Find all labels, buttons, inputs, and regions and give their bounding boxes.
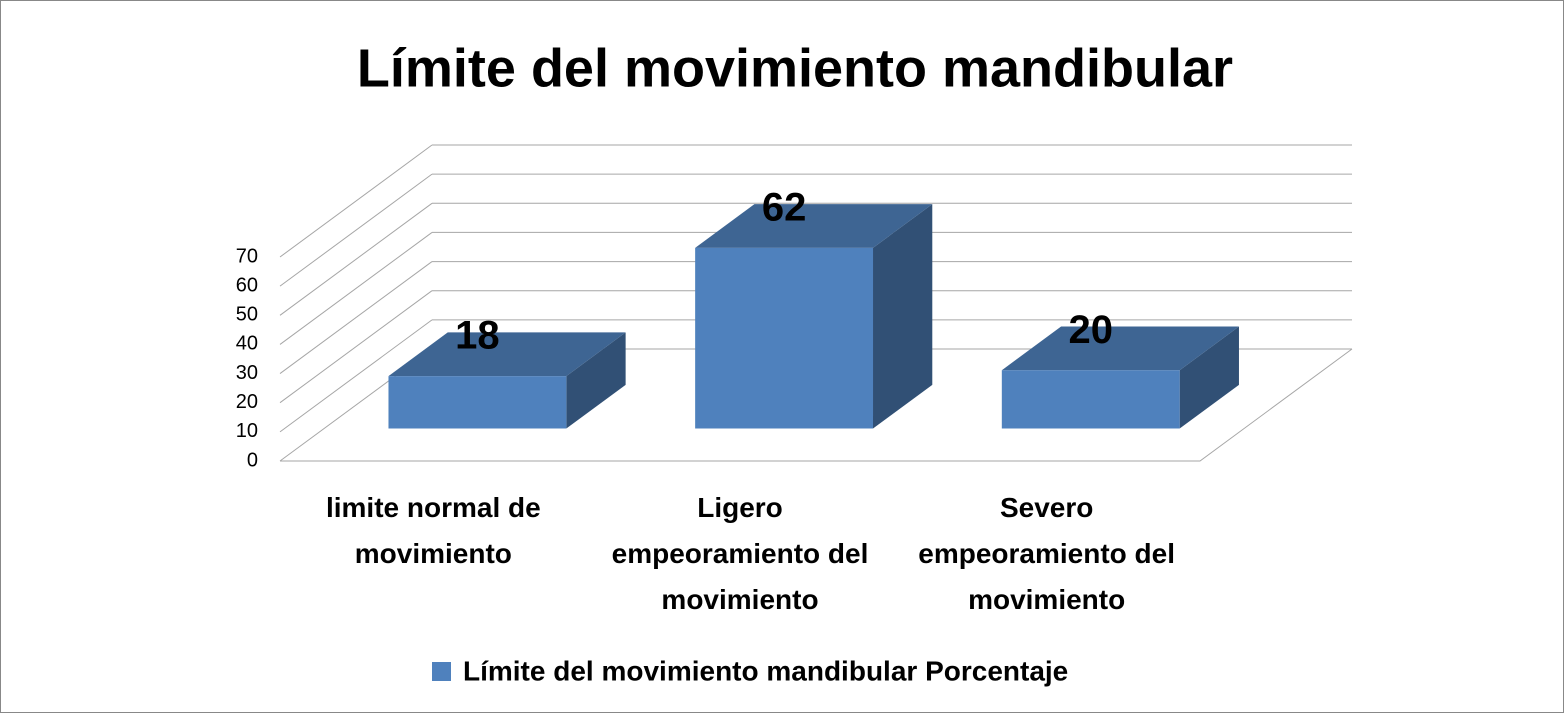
y-tick-label: 60 (236, 274, 258, 296)
y-tick-label: 40 (236, 333, 258, 355)
floor (280, 348, 1353, 462)
bar-side (566, 332, 626, 429)
chart-title: Límite del movimiento mandibular (357, 38, 1233, 98)
bar-top (695, 204, 933, 248)
y-tick-label: 0 (247, 449, 258, 471)
legend-swatch (432, 662, 451, 681)
bar (388, 332, 626, 429)
value-label: 18 (455, 314, 500, 358)
x-tick-label: Severo empeoramiento del movimiento (918, 492, 1176, 615)
bar-front (1001, 370, 1180, 429)
value-label: 20 (1068, 308, 1113, 352)
side-grid-line (279, 232, 433, 345)
y-tick-label: 50 (236, 304, 258, 326)
bar-front (388, 376, 567, 429)
bar-side (1179, 326, 1239, 429)
side-grid-line (279, 290, 433, 404)
value-label: 62 (762, 185, 807, 229)
side-grid-line (279, 319, 433, 433)
bar-top (388, 332, 626, 377)
side-grid-line (279, 202, 433, 316)
side-grid-line (279, 144, 433, 258)
y-tick-label: 30 (236, 362, 258, 384)
y-tick-label: 20 (236, 391, 258, 413)
side-grid-line (279, 261, 433, 374)
y-tick-label: 70 (236, 245, 258, 267)
bar-top (1001, 326, 1239, 371)
x-tick-label: limite normal de movimiento (325, 492, 541, 569)
legend-label: Límite del movimiento mandibular Porcent… (463, 655, 1068, 686)
x-tick-label: Ligero empeoramiento del movimiento (611, 492, 869, 615)
y-tick-label: 10 (236, 420, 258, 442)
side-grid-line (279, 173, 433, 287)
bar-front (695, 247, 874, 429)
bar (1001, 326, 1239, 429)
bar (695, 204, 933, 429)
bar-side (873, 204, 933, 429)
